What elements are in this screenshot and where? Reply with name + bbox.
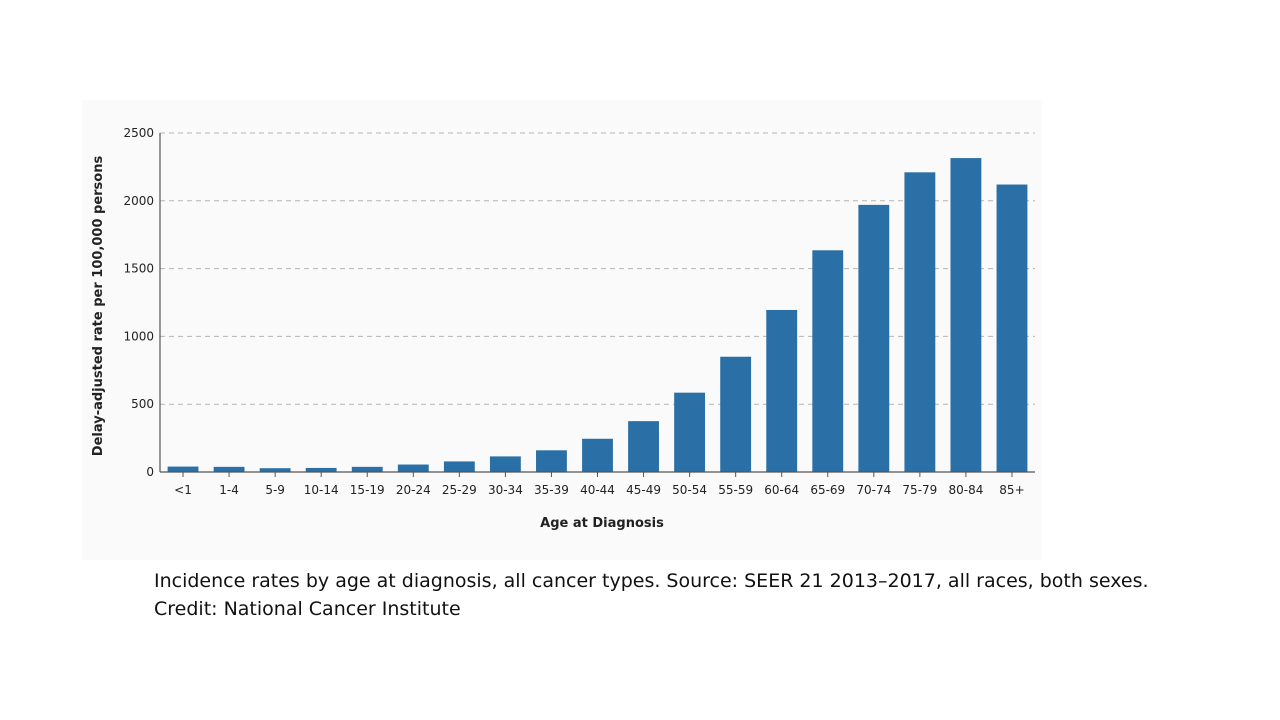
x-tick-label: 25-29 [442, 483, 477, 497]
x-tick-label: 5-9 [265, 483, 285, 497]
y-tick-label: 2000 [123, 194, 154, 208]
bar [305, 467, 337, 472]
y-tick-label: 1000 [123, 329, 154, 343]
x-tick-labels: <1 1-4 5-9 10-14 15-19 20-24 25-29 30-34 35-39 40… [174, 483, 1024, 497]
bar [858, 204, 890, 473]
bar [628, 421, 659, 472]
axes [159, 133, 1035, 477]
x-tick-label: 45-49 [626, 483, 661, 497]
y-tick-label: 500 [131, 397, 154, 411]
bar [397, 464, 429, 472]
bar [720, 356, 752, 472]
bar [904, 172, 936, 472]
bar [443, 461, 475, 472]
x-axis-title: Age at Diagnosis [540, 516, 664, 531]
bar [950, 158, 982, 472]
y-tick-label: 0 [146, 465, 154, 479]
bar [489, 456, 521, 472]
bar [812, 250, 844, 472]
bar [213, 466, 245, 472]
x-tick-label: 1-4 [219, 483, 239, 497]
bar [536, 450, 567, 472]
x-tick-label: 85+ [999, 483, 1024, 497]
x-tick-label: 15-19 [350, 483, 385, 497]
x-tick-label: 80-84 [948, 483, 983, 497]
bar [582, 438, 613, 472]
x-tick-label: 40-44 [580, 483, 615, 497]
bar [766, 309, 798, 472]
figure-caption: Incidence rates by age at diagnosis, all… [154, 570, 1149, 592]
bar [167, 466, 199, 472]
y-axis-title: Delay-adjusted rate per 100,000 persons [91, 156, 106, 457]
x-tick-label: 10-14 [304, 483, 339, 497]
x-tick-label: 35-39 [534, 483, 569, 497]
gridlines [160, 132, 1035, 405]
y-tick-label: 1500 [123, 262, 154, 276]
bars [167, 158, 1028, 473]
x-tick-label: 70-74 [856, 483, 891, 497]
bar [351, 466, 383, 472]
chart-panel: 0 500 1000 1500 2000 2500 <1 1-4 5-9 10-14 15-19 2… [82, 100, 1042, 560]
x-tick-label: 60-64 [764, 483, 799, 497]
bar [674, 392, 706, 472]
bar [259, 468, 291, 472]
x-tick-label: 75-79 [902, 483, 937, 497]
x-tick-label: 65-69 [810, 483, 845, 497]
x-tick-label: 50-54 [672, 483, 707, 497]
x-tick-label: 20-24 [396, 483, 431, 497]
x-tick-label: 55-59 [718, 483, 753, 497]
x-tick-label: <1 [174, 483, 192, 497]
bar [996, 184, 1028, 472]
y-tick-labels: 0 500 1000 1500 2000 2500 [123, 126, 154, 479]
bar-chart: 0 500 1000 1500 2000 2500 <1 1-4 5-9 10-14 15-19 2… [91, 126, 1035, 531]
y-tick-label: 2500 [123, 126, 154, 140]
x-tick-label: 30-34 [488, 483, 523, 497]
figure-credit: Credit: National Cancer Institute [154, 598, 461, 620]
